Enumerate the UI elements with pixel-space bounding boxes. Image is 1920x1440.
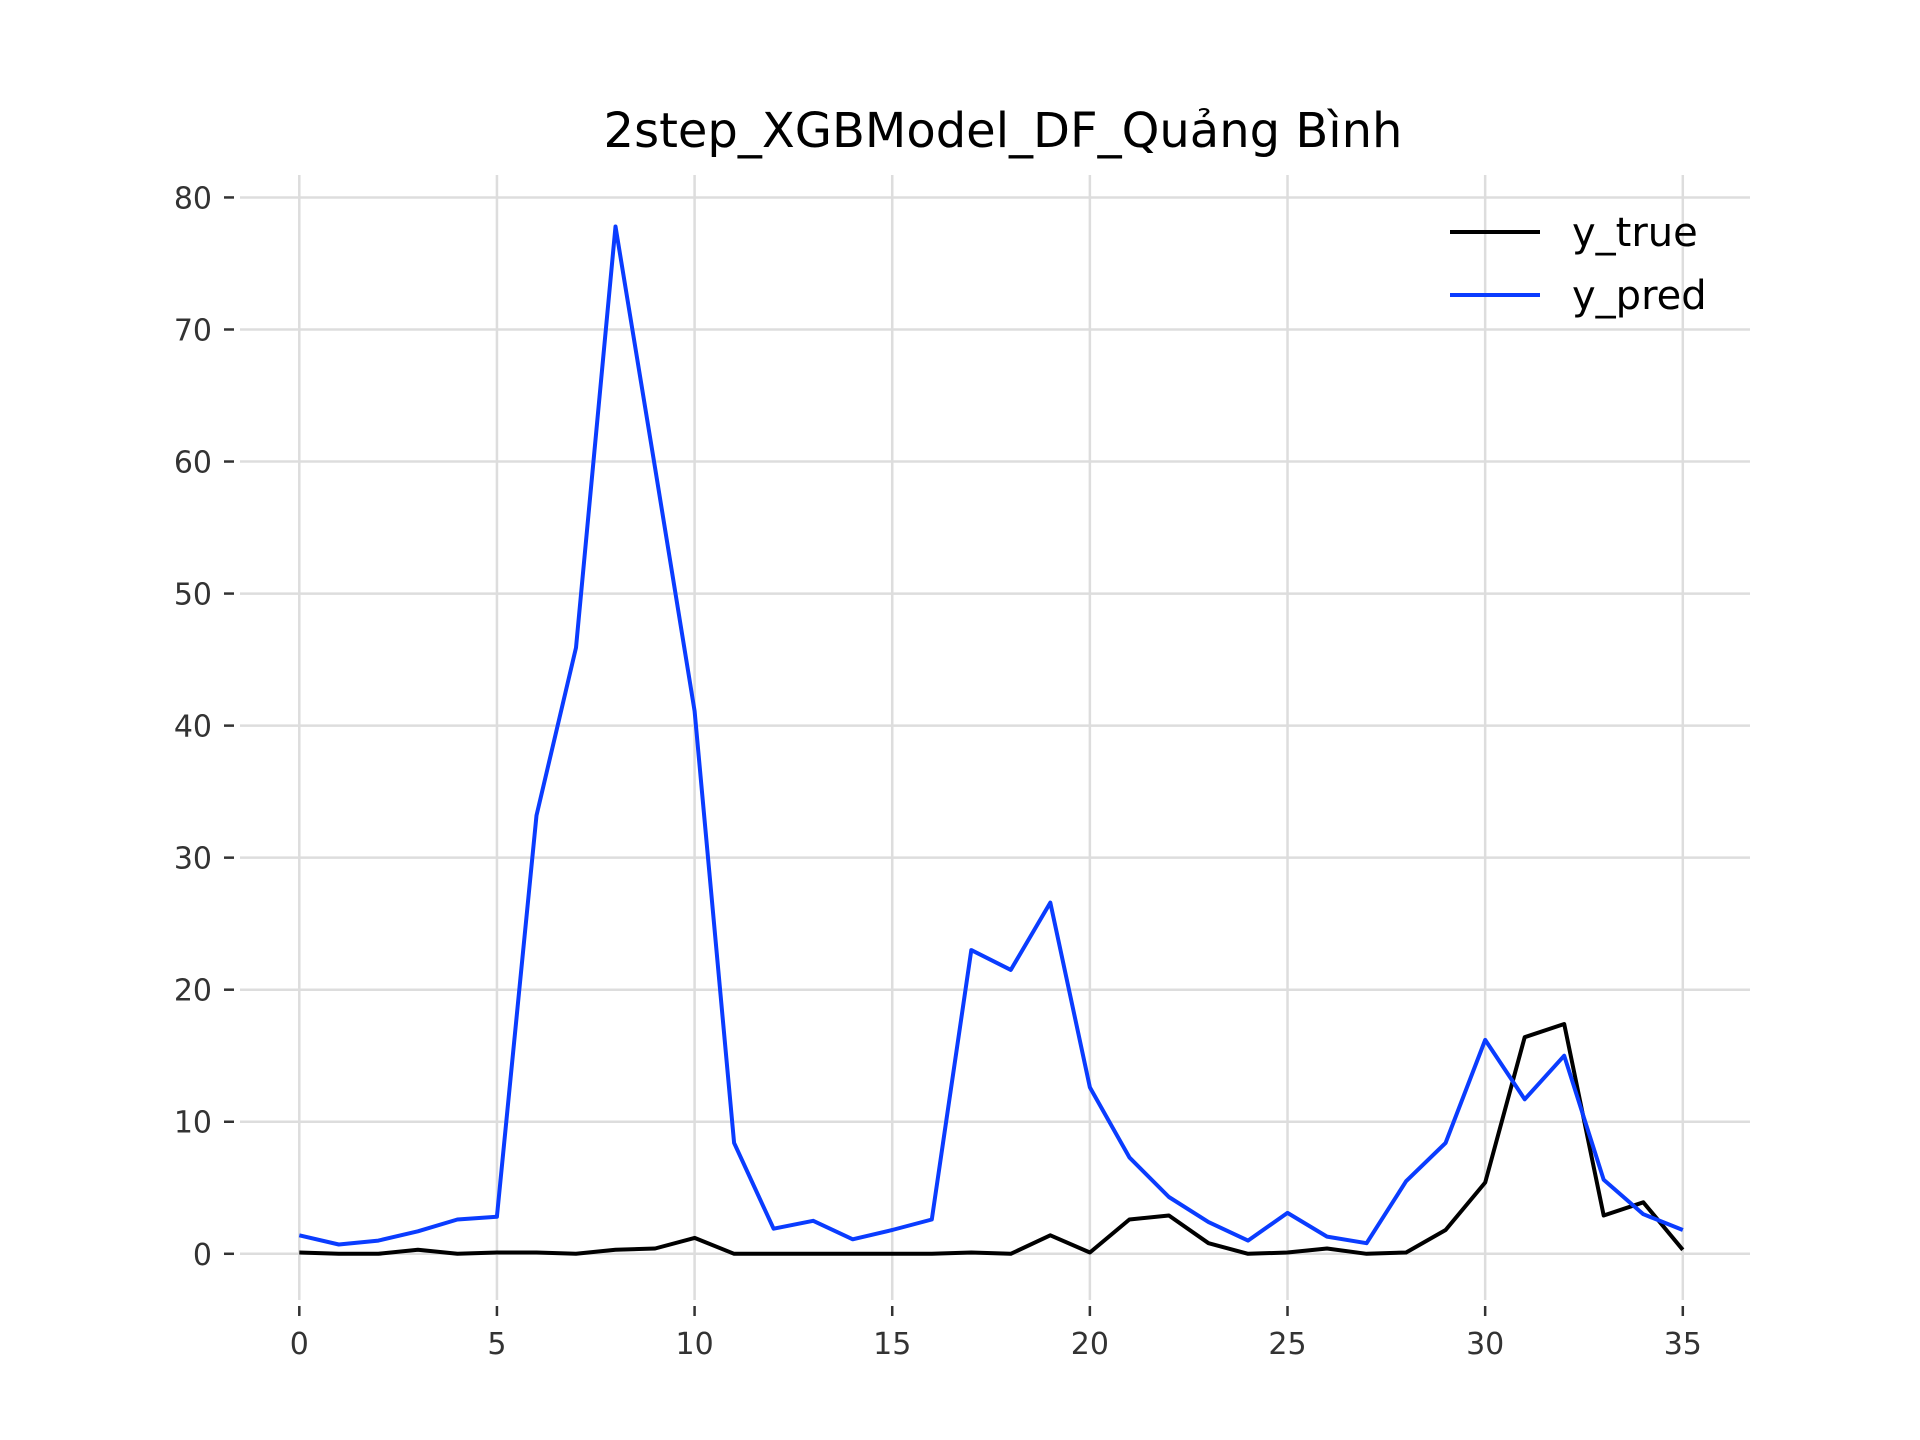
- legend: y_true y_pred: [1450, 210, 1707, 319]
- x-tick-label: 5: [487, 1327, 506, 1362]
- x-tick-label: 30: [1466, 1327, 1504, 1362]
- chart-title: 2step_XGBModel_DF_Quảng Bình: [604, 103, 1403, 159]
- y-tick-label: 0: [193, 1238, 212, 1273]
- y-tick-label: 20: [174, 974, 212, 1009]
- legend-label-y-pred: y_pred: [1572, 273, 1707, 319]
- y-tick-label: 30: [174, 842, 212, 877]
- x-tick-label: 10: [675, 1327, 713, 1362]
- y-tick-label: 70: [174, 313, 212, 348]
- x-tick-label: 20: [1071, 1327, 1109, 1362]
- y-tick-label: 40: [174, 710, 212, 745]
- y-tick-label: 10: [174, 1106, 212, 1141]
- legend-label-y-true: y_true: [1572, 210, 1698, 256]
- series-line-y-pred: [298, 224, 1684, 1247]
- x-tick-label: 25: [1268, 1327, 1306, 1362]
- grid: [240, 175, 1750, 1300]
- series-lines: [298, 224, 1685, 1256]
- x-tick-label: 0: [290, 1327, 309, 1362]
- x-tick-label: 15: [873, 1327, 911, 1362]
- axes: 0 5 10 15 20 25 30 35 0 10 20 30 40 50 60 70 80: [174, 181, 1702, 1362]
- series-line-y-true: [299, 1022, 1685, 1256]
- x-tick-label: 35: [1664, 1327, 1702, 1362]
- y-tick-label: 60: [174, 446, 212, 481]
- y-tick-label: 50: [174, 578, 212, 613]
- y-tick-label: 80: [174, 181, 212, 216]
